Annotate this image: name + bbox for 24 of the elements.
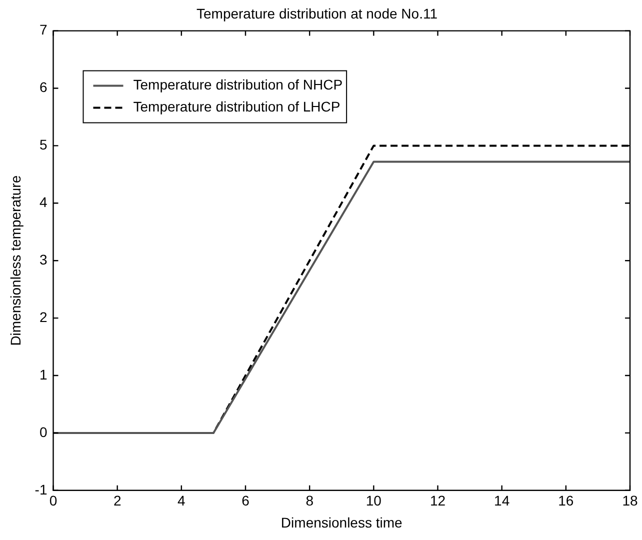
x-tick-label: 16 (558, 492, 574, 509)
x-tick-label: 4 (178, 492, 186, 509)
legend-label: Temperature distribution of LHCP (133, 98, 340, 115)
y-tick-label: 6 (39, 79, 48, 96)
x-tick-label: 12 (430, 492, 446, 509)
x-tick-label: 8 (306, 492, 314, 509)
y-tick-label: 4 (39, 194, 48, 210)
x-tick-label: 10 (366, 492, 382, 509)
y-axis-title: Dimensionless temperature (7, 175, 24, 346)
y-tick-label: 5 (39, 136, 48, 153)
x-tick-label: 2 (113, 492, 122, 509)
y-tick-label: -1 (34, 481, 48, 498)
y-tick-label: 7 (39, 22, 48, 38)
y-tick-label: 0 (39, 424, 48, 440)
x-tick-label: 18 (622, 492, 638, 509)
x-tick-label: 0 (49, 492, 58, 509)
x-axis-title: Dimensionless time (280, 514, 403, 530)
y-tick-label: 2 (39, 308, 48, 325)
x-tick-label: 6 (242, 492, 250, 509)
y-tick-label: 3 (39, 251, 48, 268)
x-tick-label: 14 (494, 492, 510, 509)
legend-label: Temperature distribution of NHCP (133, 76, 343, 93)
chart-title: Temperature distribution at node No.11 (196, 5, 438, 22)
y-tick-label: 1 (39, 366, 48, 382)
